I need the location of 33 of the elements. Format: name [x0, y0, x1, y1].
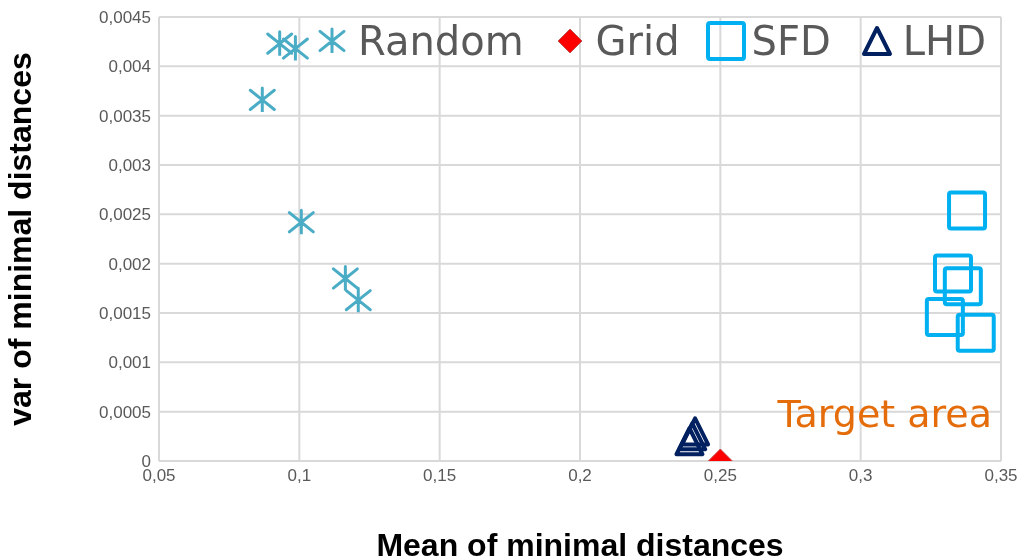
point [942, 266, 983, 307]
x-tick-label: 0,1 [287, 466, 312, 486]
x-axis-title: Mean of minimal distances [376, 527, 784, 558]
point [924, 296, 965, 337]
point [331, 264, 359, 292]
point [287, 208, 315, 236]
x-tick-label: 0,15 [423, 466, 457, 486]
x-tick-label: 0,25 [703, 466, 737, 486]
y-tick-label: 0,003 [108, 156, 151, 176]
y-axis-title: var of minimal distances [2, 52, 39, 426]
y-tick-label: 0,0045 [99, 8, 151, 28]
y-tick-label: 0,002 [108, 254, 151, 274]
legend-label: SFD [751, 18, 831, 64]
point [281, 35, 309, 63]
point [344, 286, 372, 314]
legend-label: Grid [595, 18, 680, 64]
y-tick-label: 0,0005 [99, 402, 151, 422]
y-tick-label: 0,001 [108, 353, 151, 373]
point [955, 312, 996, 353]
legend-label: LHD [902, 18, 986, 64]
y-tick-label: 0,0035 [99, 106, 151, 126]
x-tick-label: 0,2 [568, 466, 592, 486]
y-tick-label: 0,0015 [99, 304, 151, 324]
point [248, 86, 276, 114]
point [933, 253, 974, 294]
point [266, 30, 294, 58]
x-tick-label: 0,3 [848, 466, 873, 486]
point [947, 190, 988, 231]
legend-label: Random [358, 18, 524, 64]
annotation: Target area [777, 392, 992, 436]
y-tick-label: 0,004 [108, 57, 151, 77]
x-tick-label: 0,35 [984, 466, 1018, 486]
y-tick-label: 0,0025 [99, 205, 151, 225]
